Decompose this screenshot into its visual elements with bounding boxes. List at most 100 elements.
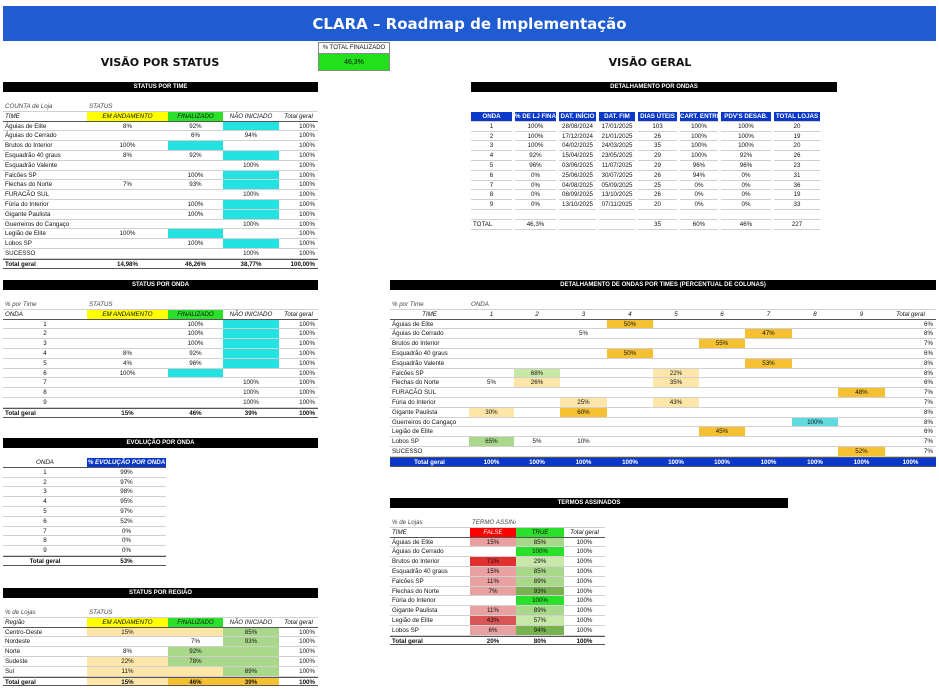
row-label: Sul: [3, 667, 87, 677]
blank-cell: [471, 210, 512, 220]
total-cell: Total geral: [3, 407, 87, 418]
table-cell: 68%: [514, 368, 560, 379]
table-cell: 20: [638, 200, 677, 210]
total-cell: 46,3%: [515, 220, 556, 230]
row-label: SUCESSO: [3, 249, 87, 259]
table-cell: 100%: [168, 239, 223, 249]
total-cell: 46%: [168, 407, 223, 418]
table-cell: 100%: [515, 141, 556, 152]
column-header: ONDA: [3, 310, 87, 320]
total-cell: 39%: [223, 407, 279, 418]
row-label: 2: [471, 132, 512, 142]
column-header: Total geral: [564, 528, 605, 538]
table-cell: 35: [638, 141, 677, 152]
total-cell: 100%: [792, 456, 838, 467]
table-cell: 0%: [721, 200, 771, 210]
table-cell: 100%: [279, 239, 318, 249]
row-label: 5: [3, 507, 87, 517]
table-cell: [792, 339, 838, 349]
table-cell: 94%: [516, 625, 564, 636]
table-cell: 04/02/2025: [559, 141, 596, 152]
table-cell: 100%: [279, 398, 318, 408]
table-cell: 24/03/2025: [599, 141, 635, 152]
table-cell: [838, 378, 885, 389]
row-label: Fúria do Interior: [3, 200, 87, 210]
table-cell: 100%: [279, 329, 318, 340]
row-label: Águias de Elite: [3, 122, 87, 132]
row-label: 6: [3, 369, 87, 379]
total-cell: 39%: [223, 676, 279, 687]
table-cell: [223, 319, 279, 330]
table-cell: [607, 427, 653, 438]
table-cell: 100%: [721, 132, 771, 142]
table-cell: [792, 378, 838, 389]
table-subheader: COUNTA de Loja: [3, 102, 87, 112]
table-cell: [560, 427, 607, 438]
table-cell: [469, 427, 514, 438]
table-cell: 30/07/2025: [599, 171, 635, 181]
table-cell: [699, 359, 745, 369]
row-label: Gigante Paulista: [3, 210, 87, 220]
table-cell: [838, 408, 885, 418]
table-cell: [560, 369, 607, 379]
table-cell: 100%: [279, 320, 318, 330]
row-label: 1: [3, 468, 87, 478]
total-cell: 100%: [745, 456, 792, 467]
total-cell: Total geral: [390, 635, 470, 646]
blank-cell: [515, 210, 556, 220]
table-cell: [223, 329, 279, 340]
table-cell: 0%: [87, 546, 166, 556]
table-cell: 0%: [515, 171, 556, 181]
blank-cell: [838, 300, 885, 310]
total-cell: 15%: [87, 407, 168, 418]
blank-cell: [599, 210, 635, 220]
table-cell: [469, 339, 514, 349]
table-cell: 100%: [279, 229, 318, 240]
column-header: EM ANDAMENTO: [87, 111, 168, 122]
total-cell: 100%: [469, 456, 514, 467]
column-header: EM ANDAMENTO: [87, 309, 168, 320]
table-cell: [469, 398, 514, 408]
table-cell: 100%: [721, 122, 771, 132]
table-cell: 26: [638, 132, 677, 142]
row-label: Brutos do Interior: [390, 557, 470, 567]
blank-cell: [223, 300, 279, 310]
table-cell: 04/08/2025: [559, 181, 596, 191]
table-cell: 100%: [279, 161, 318, 171]
table-cell: [87, 398, 168, 408]
table-cell: 4%: [87, 359, 168, 369]
table-cell: [607, 378, 653, 389]
table-cell: 100%: [279, 220, 318, 230]
table-cell: [607, 418, 653, 428]
total-cell: 100%: [607, 456, 653, 467]
row-label: Legião de Elite: [390, 616, 470, 626]
blank-cell: [514, 300, 560, 310]
table-cell: [168, 141, 223, 151]
row-label: Águias do Cerrado: [390, 329, 469, 340]
table-cell: [223, 239, 279, 249]
table-cell: 100%: [564, 547, 605, 558]
table-cell: 8%: [87, 349, 168, 359]
row-label: 8: [3, 536, 87, 547]
row-label: SUCESSO: [390, 447, 469, 457]
blank-cell: [223, 102, 279, 112]
total-cell: 38,77%: [223, 258, 279, 269]
table-cell: [168, 627, 223, 638]
table-cell: [745, 408, 792, 418]
row-label: Falcões SP: [3, 171, 87, 181]
table-cell: [223, 150, 279, 161]
status-por-regiao-table: % de Lojas STATUS Região EM ANDAMENTO FINALI…: [3, 608, 318, 687]
table-cell: [87, 190, 168, 200]
table-cell: 36: [774, 181, 820, 191]
table-cell: [699, 408, 745, 418]
column-header: 8: [792, 310, 838, 320]
table-cell: [792, 359, 838, 369]
table-cell: [653, 437, 699, 447]
table-cell: [223, 647, 279, 657]
table-cell: [607, 339, 653, 349]
row-label: Guerreiros do Cangaço: [3, 220, 87, 230]
row-label: 9: [3, 398, 87, 408]
table-cell: 26: [638, 171, 677, 181]
table-cell: 25: [638, 181, 677, 191]
table-cell: [560, 418, 607, 428]
